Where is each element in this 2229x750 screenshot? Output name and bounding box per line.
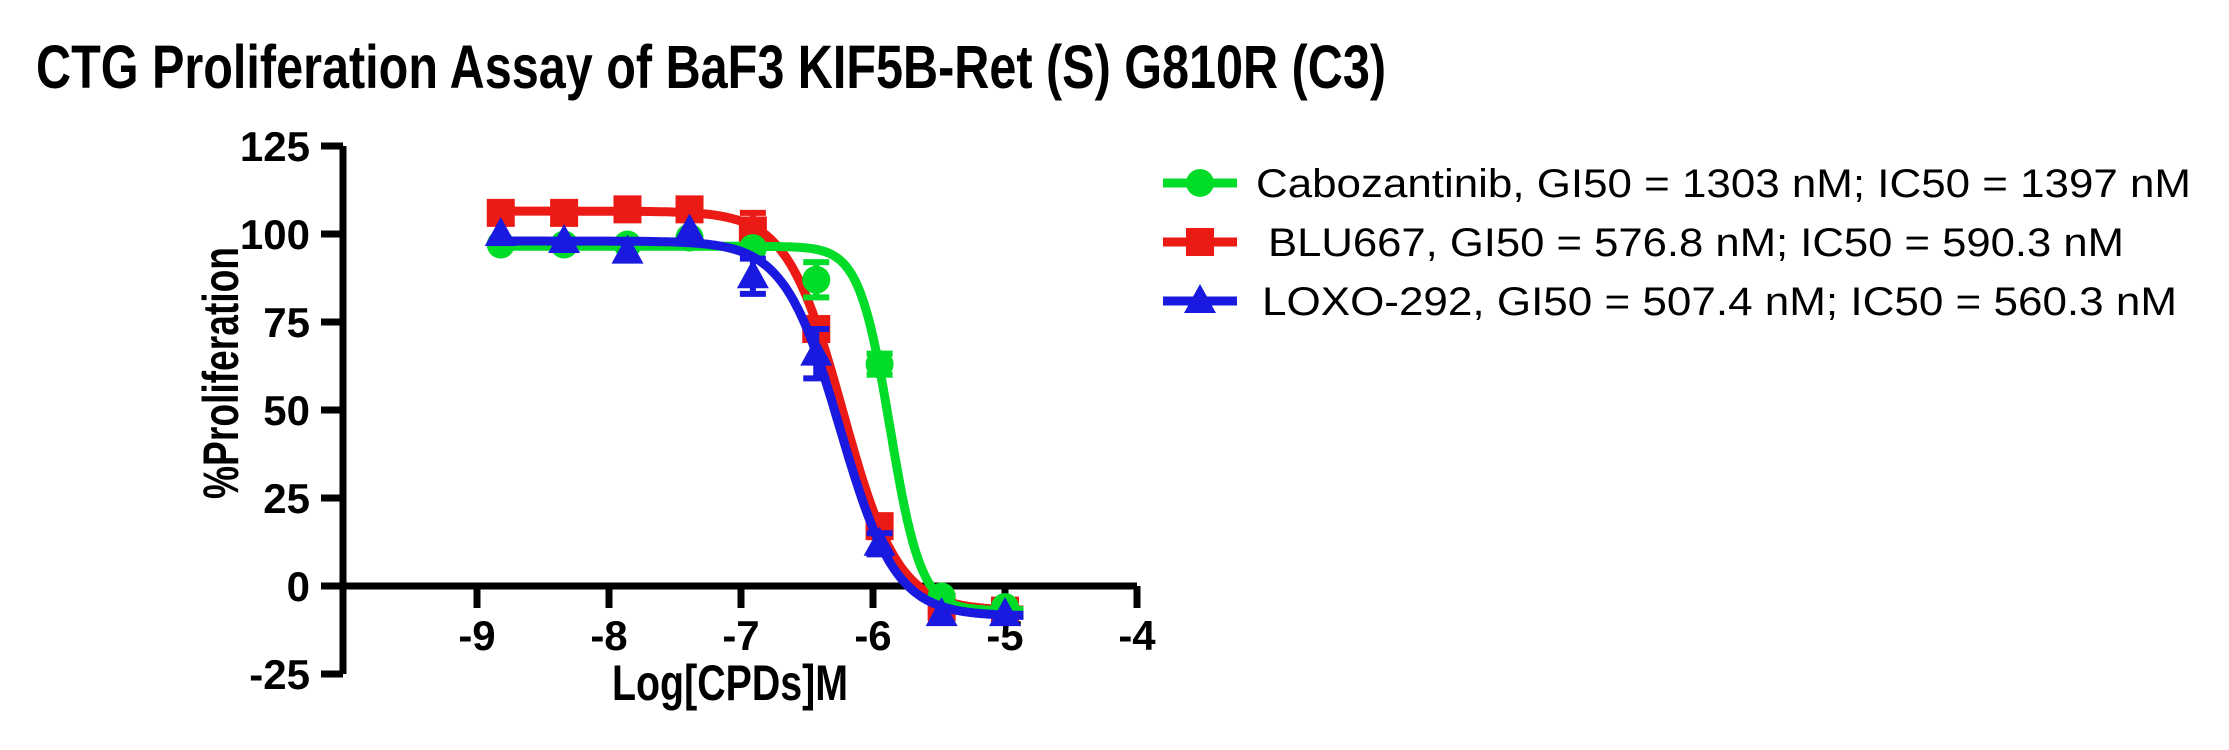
data-point-marker-square <box>550 198 579 227</box>
y-tick-label: 100 <box>240 211 310 258</box>
legend-row: LOXO-292, GI50 = 507.4 nM; IC50 = 560.3 … <box>1163 280 2177 324</box>
data-point-marker-triangle <box>863 526 896 556</box>
data-point-marker-triangle <box>800 336 833 366</box>
x-tick-label: -9 <box>458 612 495 659</box>
chart-title: CTG Proliferation Assay of BaF3 KIF5B-Re… <box>36 33 1386 101</box>
x-tick-label: -8 <box>590 612 627 659</box>
data-point-marker-triangle <box>484 217 517 246</box>
data-point-marker-circle <box>1186 169 1214 197</box>
legend-label: LOXO-292, GI50 = 507.4 nM; IC50 = 560.3 … <box>1262 280 2177 324</box>
series-loxo-292 <box>484 213 1024 627</box>
data-point-marker-circle <box>802 265 831 294</box>
x-axis-title: Log[CPDs]M <box>612 655 848 711</box>
legend-label: BLU667, GI50 = 576.8 nM; IC50 = 590.3 nM <box>1268 221 2124 265</box>
legend-row: BLU667, GI50 = 576.8 nM; IC50 = 590.3 nM <box>1163 221 2124 265</box>
y-tick-label: 125 <box>240 123 310 170</box>
legend: Cabozantinib, GI50 = 1303 nM; IC50 = 139… <box>1163 162 2191 324</box>
fit-curve <box>500 241 1024 616</box>
x-tick-label: -4 <box>1118 612 1156 659</box>
data-point-marker-triangle <box>1184 284 1216 313</box>
data-point-marker-triangle <box>736 259 769 289</box>
y-axis-title: %Proliferation <box>193 247 249 499</box>
y-tick-label: 50 <box>263 387 310 434</box>
x-tick-label: -6 <box>854 612 891 659</box>
fit-curve <box>500 236 1024 620</box>
x-tick-label: -7 <box>722 612 759 659</box>
fit-curve <box>500 206 1024 615</box>
data-point-marker-square <box>1186 228 1214 256</box>
y-tick-label: -25 <box>249 651 310 698</box>
legend-row: Cabozantinib, GI50 = 1303 nM; IC50 = 139… <box>1163 162 2191 206</box>
data-point-marker-triangle <box>673 213 706 243</box>
data-point-marker-triangle <box>611 234 644 264</box>
y-tick-label: 0 <box>287 563 310 610</box>
y-tick-label: 75 <box>263 299 310 346</box>
data-point-marker-square <box>613 195 642 224</box>
data-point-marker-triangle <box>548 224 581 254</box>
legend-label: Cabozantinib, GI50 = 1303 nM; IC50 = 139… <box>1256 162 2191 206</box>
data-point-marker-triangle <box>925 597 958 627</box>
data-point-marker-triangle <box>989 597 1021 627</box>
data-point-marker-circle <box>865 350 894 379</box>
y-tick-label: 25 <box>263 475 310 522</box>
